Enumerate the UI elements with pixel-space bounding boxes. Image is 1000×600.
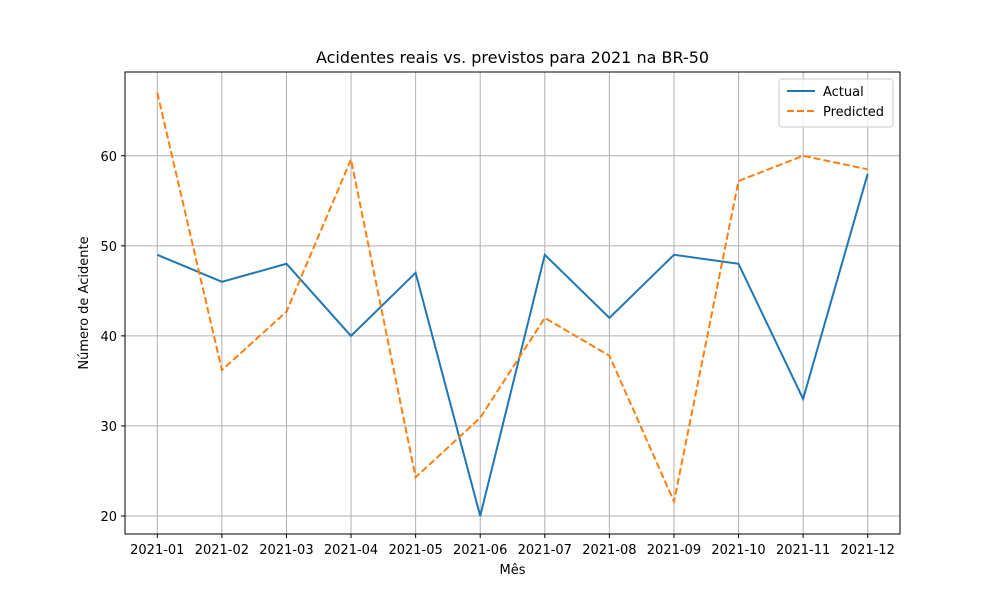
y-axis: 20 30 40 50 60 xyxy=(100,150,125,525)
y-axis-label: Número de Acidente xyxy=(77,236,92,369)
x-axis-label: Mês xyxy=(500,563,526,578)
x-tick-label: 2021-05 xyxy=(388,543,442,558)
x-tick-label: 2021-06 xyxy=(453,543,507,558)
x-tick-label: 2021-04 xyxy=(324,543,378,558)
x-tick-label: 2021-01 xyxy=(130,543,184,558)
y-tick-label: 30 xyxy=(100,420,117,435)
y-tick-label: 50 xyxy=(100,240,117,255)
legend-label: Actual xyxy=(823,85,864,100)
x-axis: 2021-01 2021-02 2021-03 2021-04 2021-05 2021-… xyxy=(130,534,895,558)
x-tick-label: 2021-10 xyxy=(711,543,765,558)
series-line-predicted xyxy=(156,92,868,505)
series-line-actual xyxy=(156,173,869,517)
legend-label: Predicted xyxy=(823,105,884,120)
grid xyxy=(125,72,900,534)
y-tick-label: 40 xyxy=(100,330,117,345)
x-tick-label: 2021-09 xyxy=(647,543,701,558)
x-tick-label: 2021-07 xyxy=(518,543,572,558)
plot-frame xyxy=(124,71,901,535)
x-tick-label: 2021-02 xyxy=(195,543,249,558)
legend: Actual Predicted xyxy=(778,78,894,128)
x-tick-label: 2021-08 xyxy=(582,543,636,558)
y-tick-label: 60 xyxy=(100,150,117,165)
x-tick-label: 2021-12 xyxy=(841,543,895,558)
x-tick-label: 2021-11 xyxy=(776,543,830,558)
x-tick-label: 2021-03 xyxy=(259,543,313,558)
chart-title: Acidentes reais vs. previstos para 2021 … xyxy=(316,48,709,67)
y-tick-label: 20 xyxy=(100,510,117,525)
series-layer xyxy=(156,92,869,517)
